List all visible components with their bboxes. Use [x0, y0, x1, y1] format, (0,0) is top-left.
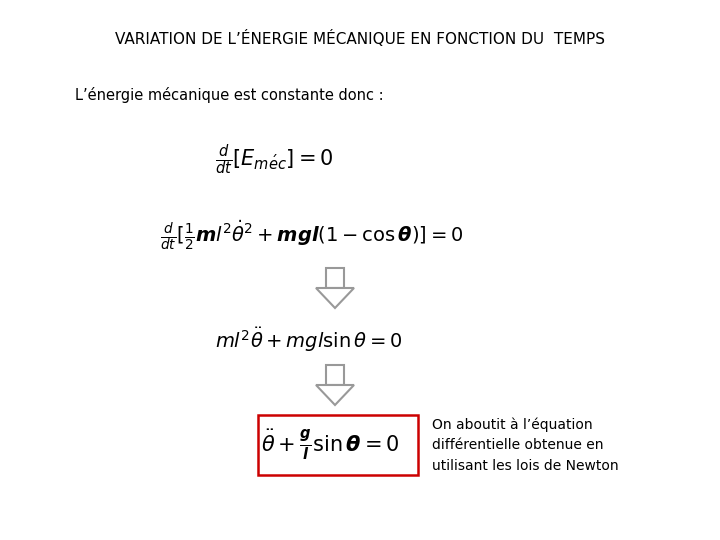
Bar	[326, 268, 344, 288]
Text: L’énergie mécanique est constante donc :: L’énergie mécanique est constante donc :	[75, 87, 384, 103]
Text: On aboutit à l’équation
différentielle obtenue en
utilisant les lois de Newton: On aboutit à l’équation différentielle o…	[432, 417, 618, 473]
Polygon shape	[316, 385, 354, 405]
Text: $\boldsymbol{\ddot{\theta}} + \frac{\boldsymbol{g}}{\boldsymbol{l}}\sin\boldsymb: $\boldsymbol{\ddot{\theta}} + \frac{\bol…	[261, 428, 400, 462]
Text: $ml^2\ddot{\theta} + mgl\sin\theta = 0$: $ml^2\ddot{\theta} + mgl\sin\theta = 0$	[215, 326, 402, 354]
Text: VARIATION DE L’ÉNERGIE MÉCANIQUE EN FONCTION DU  TEMPS: VARIATION DE L’ÉNERGIE MÉCANIQUE EN FONC…	[115, 30, 605, 46]
Bar	[258, 415, 418, 475]
Bar	[326, 365, 344, 385]
Text: $\frac{d}{dt}[\frac{1}{2}\boldsymbol{ml^2\dot{\theta}^2} + \boldsymbol{mgl}(1 - : $\frac{d}{dt}[\frac{1}{2}\boldsymbol{ml^…	[160, 218, 463, 252]
Text: $\frac{d}{dt}[E_{m\acute{e}c}] = 0$: $\frac{d}{dt}[E_{m\acute{e}c}] = 0$	[215, 143, 333, 177]
Polygon shape	[316, 288, 354, 308]
